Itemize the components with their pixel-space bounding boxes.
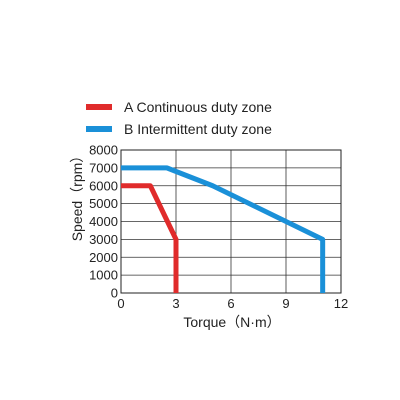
y-tick-label: 2000: [89, 250, 118, 265]
y-tick-label: 0: [111, 286, 118, 301]
legend-label-continuous: A Continuous duty zone: [124, 99, 272, 115]
series-layer: [121, 165, 326, 293]
y-tick-label: 8000: [89, 143, 118, 158]
legend-label-intermittent: B Intermittent duty zone: [124, 121, 272, 137]
y-tick-label: 1000: [89, 268, 118, 283]
x-tick-label: 9: [282, 296, 289, 311]
y-tick-labels: 0 1000 2000 3000 4000 5000 6000 7000 8000: [89, 143, 118, 301]
y-tick-label: 4000: [89, 214, 118, 229]
y-tick-label: 7000: [89, 160, 118, 175]
x-tick-label: 0: [117, 296, 124, 311]
x-tick-label: 6: [227, 296, 234, 311]
y-tick-label: 3000: [89, 232, 118, 247]
x-axis-title: Torque（N·m）: [183, 314, 280, 330]
x-tick-label: 12: [334, 296, 348, 311]
series-line-intermittent: [121, 165, 326, 293]
grid: [120, 149, 342, 294]
y-tick-label: 5000: [89, 196, 118, 211]
x-tick-labels: 0 3 6 9 12: [117, 296, 348, 311]
y-tick-label: 6000: [89, 178, 118, 193]
legend: A Continuous duty zone B Intermittent du…: [86, 99, 272, 137]
series-line-continuous: [121, 183, 179, 293]
x-tick-label: 3: [172, 296, 179, 311]
y-axis-title: Speed（rpm）: [69, 149, 85, 242]
plot-frame: [120, 149, 342, 294]
